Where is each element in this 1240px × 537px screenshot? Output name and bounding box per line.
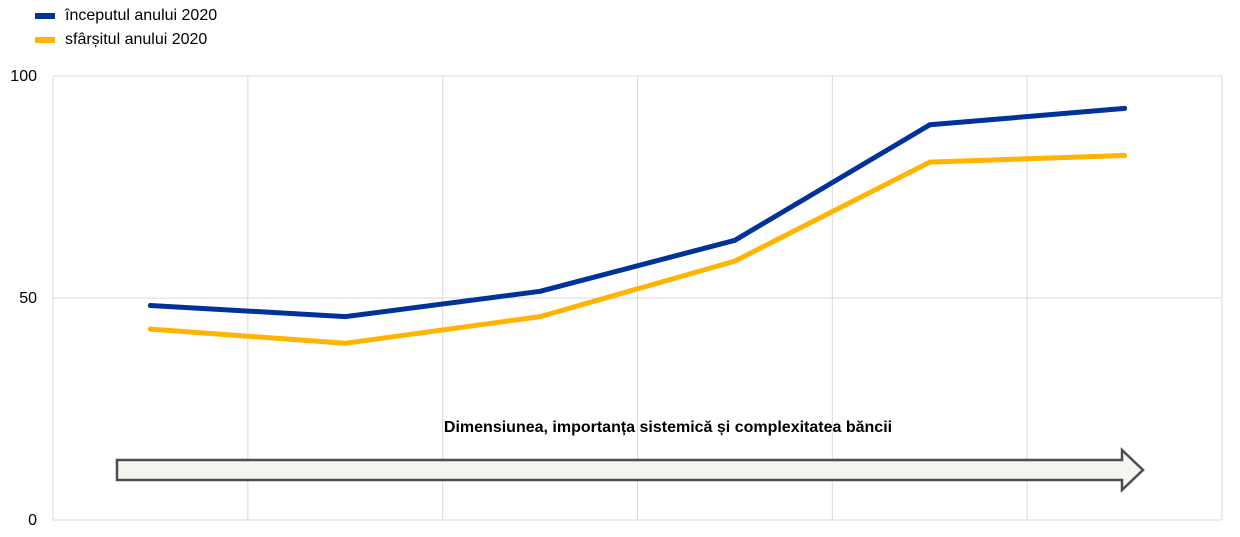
series-2-point-1 <box>147 326 153 332</box>
y-tick-label-50: 50 <box>19 290 37 307</box>
series-2-point-4 <box>732 258 738 264</box>
legend-swatch-series-2 <box>35 37 55 43</box>
series-2-point-6 <box>1122 152 1128 158</box>
legend-item-series-2: sfârșitul anului 2020 <box>35 28 217 52</box>
y-tick-label-100: 100 <box>10 68 37 85</box>
series-2-point-3 <box>537 314 543 320</box>
series-1-point-2 <box>342 314 348 320</box>
series-2-point-2 <box>342 340 348 346</box>
series-1-point-4 <box>732 237 738 243</box>
series-1-point-1 <box>147 303 153 309</box>
legend: începutul anului 2020 sfârșitul anului 2… <box>35 4 217 52</box>
legend-item-series-1: începutul anului 2020 <box>35 4 217 28</box>
series-1-point-3 <box>537 288 543 294</box>
legend-label-series-2: sfârșitul anului 2020 <box>65 31 208 48</box>
y-tick-label-0: 0 <box>28 512 37 529</box>
series-line-1 <box>147 105 1128 320</box>
series-line-2 <box>147 153 1128 346</box>
series-2-point-5 <box>927 159 933 165</box>
annotation-text: Dimensiunea, importanța sistemică și com… <box>444 419 892 436</box>
series-1-point-6 <box>1122 105 1128 111</box>
series-1-point-5 <box>927 122 933 128</box>
legend-label-series-1: începutul anului 2020 <box>65 7 218 24</box>
legend-swatch-series-1 <box>35 13 55 19</box>
annotation-arrow <box>115 447 1145 493</box>
